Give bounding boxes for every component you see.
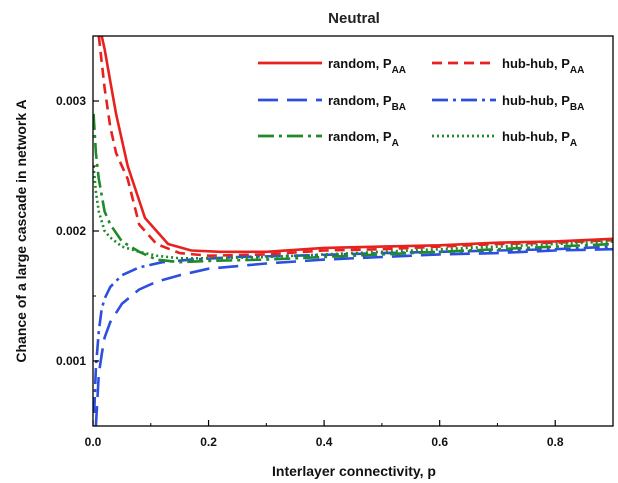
- x-tick-label: 0.6: [431, 435, 448, 449]
- y-tick-label: 0.001: [56, 354, 86, 368]
- x-tick-label: 0.0: [85, 435, 102, 449]
- y-axis: 0.001 0.002 0.003: [56, 94, 99, 368]
- x-tick-label: 0.4: [316, 435, 333, 449]
- legend-label-1: hub-hub, PAA: [502, 56, 584, 76]
- series-line-4: [93, 113, 613, 264]
- legend-label-4: random, PA: [328, 129, 399, 149]
- y-axis-label: Chance of a large cascade in network A: [13, 99, 29, 362]
- x-tick-label: 0.8: [547, 435, 564, 449]
- legend-label-2: random, PBA: [328, 93, 406, 113]
- x-tick-label: 0.2: [200, 435, 217, 449]
- series-layer: [93, 36, 613, 426]
- chart-title: Neutral: [328, 10, 380, 27]
- series-line-1: [97, 36, 613, 257]
- y-tick-label: 0.002: [56, 224, 86, 238]
- series-line-2: [94, 247, 613, 426]
- legend-label-3: hub-hub, PBA: [502, 93, 584, 113]
- x-axis-label: Interlayer connectivity, p: [272, 463, 436, 479]
- series-line-3: [93, 245, 613, 414]
- legend-label-0: random, PAA: [328, 56, 406, 76]
- legend: random, PAA hub-hub, PAA random, PBA hub-hu…: [258, 56, 584, 149]
- y-tick-label: 0.003: [56, 94, 86, 108]
- legend-label-5: hub-hub, PA: [502, 129, 577, 149]
- x-axis: 0.0 0.2 0.4 0.6 0.8: [85, 420, 564, 449]
